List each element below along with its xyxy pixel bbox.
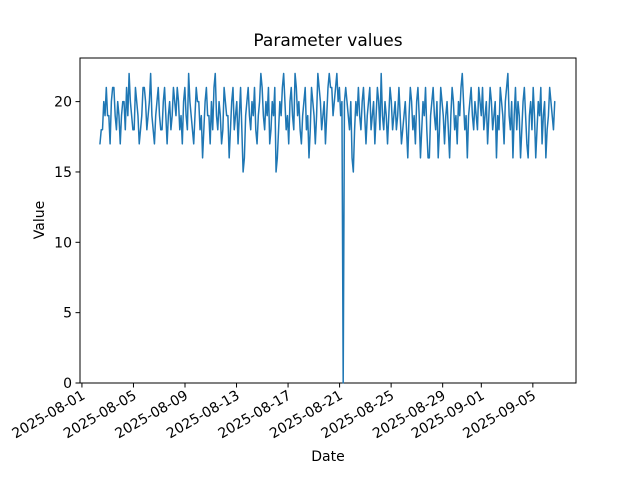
- y-tick-label: 5: [63, 306, 72, 322]
- data-series-line: [99, 72, 556, 384]
- x-axis-label: Date: [311, 449, 345, 465]
- y-tick-label: 0: [63, 376, 72, 392]
- y-tick-label: 10: [54, 235, 72, 251]
- y-tick-label: 15: [54, 165, 72, 181]
- y-tick-label: 20: [54, 95, 72, 111]
- chart-title: Parameter values: [253, 31, 403, 51]
- axes-frame: [79, 57, 577, 384]
